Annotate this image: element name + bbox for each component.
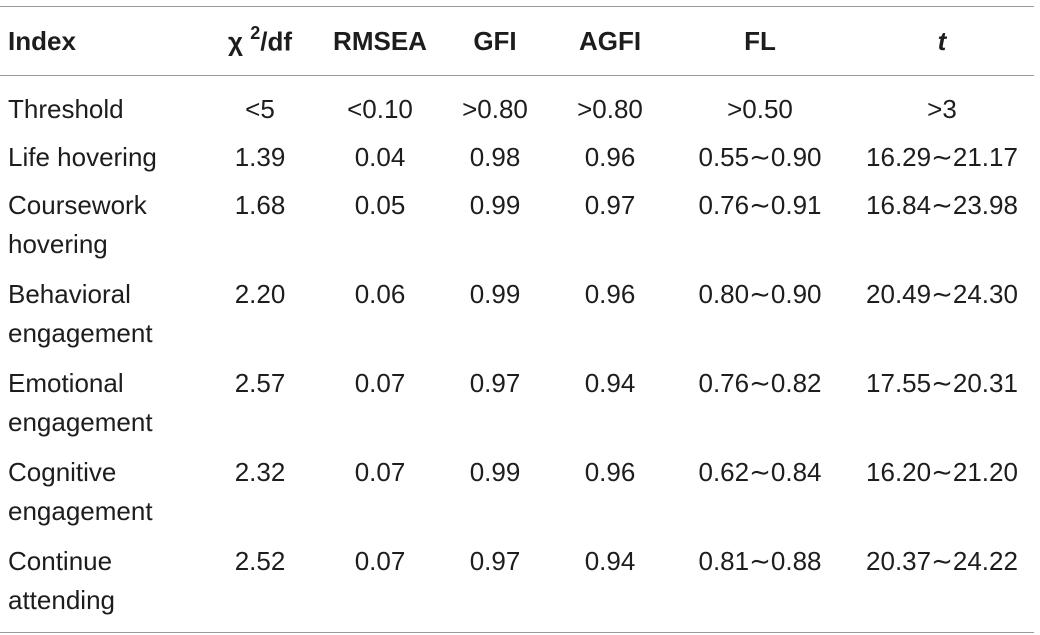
cell-gfi: 0.99 (469, 190, 521, 220)
row-label: Cognitive engagement (8, 457, 153, 526)
cell-fl: 0.62∼0.84 (698, 457, 822, 487)
cell-gfi: 0.99 (469, 457, 521, 487)
header-gfi: GFI (473, 25, 517, 56)
cell-t: 16.20∼21.20 (866, 457, 1018, 487)
header-rmsea: RMSEA (333, 25, 427, 56)
cell-rmsea: 0.07 (354, 546, 406, 576)
header-chi-prefix: χ (228, 26, 251, 57)
cell-fl: 0.55∼0.90 (698, 142, 822, 172)
cell-gfi: 0.98 (469, 142, 521, 172)
cell-rmsea: 0.06 (354, 279, 406, 309)
header-agfi: AGFI (578, 25, 642, 56)
cell-chi-square-df: 2.32 (234, 457, 286, 487)
table-row: Coursework hovering 1.68 0.05 0.99 0.97 0.76∼… (0, 183, 1034, 272)
header-index: Index (8, 25, 76, 56)
table-row: Behavioral engagement 2.20 0.06 0.99 0.96 0.8… (0, 272, 1034, 361)
table-header: Index χ 2/df RMSEA GFI AGFI FL t (0, 6, 1034, 76)
cell-gfi: 0.97 (469, 546, 521, 576)
header-chi-superscript: 2 (250, 22, 261, 43)
cell-chi-square-df: 2.52 (234, 546, 286, 576)
cell-chi-square-df: 2.20 (234, 279, 286, 309)
cell-chi-square-df: <5 (245, 94, 275, 124)
fit-index-table-container: Index χ 2/df RMSEA GFI AGFI FL t Thresho… (0, 6, 1034, 633)
row-label: Threshold (8, 94, 124, 124)
cell-fl: 0.76∼0.82 (698, 368, 822, 398)
cell-rmsea: 0.04 (354, 142, 406, 172)
cell-gfi: 0.97 (469, 368, 521, 398)
table-body: Threshold <5 <0.10 >0.80 >0.80 >0.50 >3 Life ho… (0, 76, 1034, 633)
fit-index-table: Index χ 2/df RMSEA GFI AGFI FL t Thresho… (0, 6, 1034, 633)
cell-agfi: 0.96 (584, 142, 636, 172)
table-row: Threshold <5 <0.10 >0.80 >0.80 >0.50 >3 (0, 76, 1034, 136)
cell-agfi: 0.97 (584, 190, 636, 220)
cell-fl: 0.76∼0.91 (698, 190, 822, 220)
table-row: Life hovering 1.39 0.04 0.98 0.96 0.55∼0.90 16… (0, 135, 1034, 183)
row-label: Emotional engagement (8, 368, 153, 437)
cell-t: 16.29∼21.17 (866, 142, 1018, 172)
cell-gfi: 0.99 (469, 279, 521, 309)
table-row: Cognitive engagement 2.32 0.07 0.99 0.96 0.62… (0, 450, 1034, 539)
cell-t: 20.49∼24.30 (866, 279, 1018, 309)
cell-rmsea: 0.05 (354, 190, 406, 220)
cell-agfi: 0.94 (584, 368, 636, 398)
header-row: Index χ 2/df RMSEA GFI AGFI FL t (0, 6, 1034, 76)
cell-t: 16.84∼23.98 (866, 190, 1018, 220)
row-label: Life hovering (8, 142, 157, 172)
header-chi-square-df: χ 2/df (200, 7, 320, 76)
cell-agfi: 0.96 (584, 279, 636, 309)
cell-fl: >0.50 (727, 94, 793, 124)
cell-rmsea: <0.10 (347, 94, 413, 124)
row-label: Continue attending (8, 546, 115, 615)
table-row: Continue attending 2.52 0.07 0.97 0.94 0.81∼0… (0, 539, 1034, 633)
cell-chi-square-df: 2.57 (234, 368, 286, 398)
table-row: Emotional engagement 2.57 0.07 0.97 0.94 0.76… (0, 361, 1034, 450)
cell-fl: 0.80∼0.90 (698, 279, 822, 309)
header-fl: FL (744, 25, 776, 56)
header-chi-suffix: /df (260, 26, 292, 57)
row-label: Coursework hovering (8, 190, 147, 259)
cell-chi-square-df: 1.68 (234, 190, 286, 220)
cell-gfi: >0.80 (462, 94, 528, 124)
cell-t: 17.55∼20.31 (866, 368, 1018, 398)
row-label: Behavioral engagement (8, 279, 153, 348)
cell-t: 20.37∼24.22 (866, 546, 1018, 576)
cell-rmsea: 0.07 (354, 457, 406, 487)
cell-t: >3 (927, 94, 957, 124)
cell-agfi: 0.94 (584, 546, 636, 576)
cell-agfi: 0.96 (584, 457, 636, 487)
cell-rmsea: 0.07 (354, 368, 406, 398)
header-t: t (937, 25, 947, 56)
cell-chi-square-df: 1.39 (234, 142, 286, 172)
cell-agfi: >0.80 (577, 94, 643, 124)
cell-fl: 0.81∼0.88 (698, 546, 822, 576)
